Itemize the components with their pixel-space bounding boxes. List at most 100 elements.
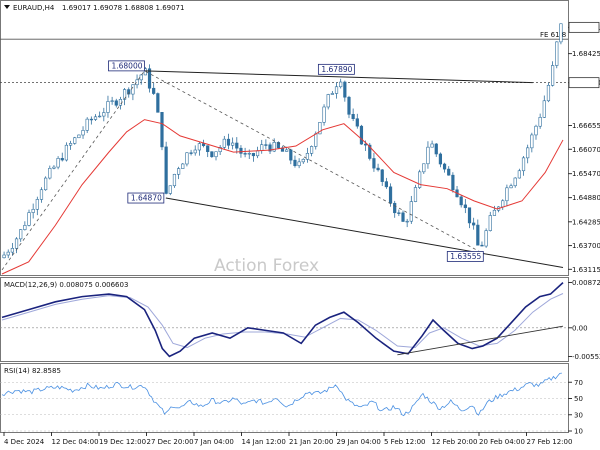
- price-tick-label: 1.66070: [572, 146, 600, 154]
- candle-body: [538, 117, 542, 127]
- candle-body: [372, 158, 376, 169]
- candle-body: [172, 173, 177, 187]
- candle-body: [505, 187, 509, 202]
- candle-body: [526, 147, 530, 159]
- candle-body: [530, 134, 534, 149]
- lower-trendline: [165, 197, 564, 268]
- macd-signal-line: [1, 293, 564, 349]
- candle-body: [463, 204, 467, 209]
- candle-body: [214, 151, 218, 158]
- candle-body: [135, 79, 139, 86]
- candle-body: [218, 147, 222, 153]
- candle-body: [442, 163, 447, 170]
- moving-average-line: [1, 119, 564, 275]
- candle-body: [467, 207, 472, 224]
- rsi-tick-label: 10: [574, 428, 583, 436]
- candle-body: [81, 130, 85, 136]
- candle-body: [314, 133, 318, 147]
- candle-body: [447, 168, 451, 176]
- candle-body: [164, 146, 168, 194]
- price-y-axis: 1.690711.684251.677101.666551.660701.654…: [568, 21, 600, 274]
- candle-body: [98, 115, 102, 118]
- candle-body: [39, 189, 44, 200]
- candle-body: [521, 157, 526, 172]
- macd-layer: 0.008722 0.00 -0.005523: [0, 279, 600, 361]
- candle-body: [251, 153, 256, 157]
- candle-body: [114, 100, 118, 106]
- price-marker-box: [568, 77, 600, 89]
- candle-body: [197, 143, 201, 151]
- symbol-dropdown-icon[interactable]: [4, 5, 10, 9]
- rsi-layer: 70 50 30 10: [0, 372, 583, 436]
- candle-body: [268, 144, 272, 152]
- candle-body: [152, 87, 156, 94]
- price-callout-label: 1.68000: [111, 61, 142, 70]
- time-tick-label: 4 Dec 2024: [4, 438, 45, 446]
- price-tick-label: 1.64285: [572, 218, 600, 226]
- candle-body: [334, 86, 339, 94]
- candle-body: [23, 225, 27, 230]
- candle-body: [127, 89, 131, 95]
- candle-body: [343, 81, 347, 98]
- candle-body: [388, 186, 393, 204]
- candle-body: [451, 174, 455, 191]
- candle-body: [347, 96, 351, 115]
- candle-body: [89, 118, 93, 121]
- candle-body: [2, 254, 6, 259]
- candle-body: [355, 118, 359, 127]
- candle-body: [364, 143, 368, 146]
- macd-tick-label: 0.008722: [572, 279, 600, 287]
- price-tick-label: 1.63115: [572, 266, 600, 274]
- candle-body: [68, 143, 73, 146]
- rsi-tick-label: 50: [574, 395, 583, 403]
- candle-body: [73, 137, 77, 144]
- candle-body: [380, 169, 384, 182]
- time-tick-label: 14 Jan 12:00: [242, 438, 286, 446]
- candle-body: [160, 112, 164, 148]
- upper-trendline: [144, 70, 533, 84]
- candle-body: [48, 167, 52, 179]
- time-x-axis: 4 Dec 2024 12 Dec 04:00 19 Dec 12:00 27 Dec…: [3, 432, 572, 446]
- candle-body: [235, 142, 239, 149]
- candle-body: [509, 185, 513, 189]
- candle-body: [401, 212, 405, 222]
- price-tick-label: 1.63700: [572, 242, 600, 250]
- candle-body: [397, 212, 401, 214]
- price-callout-box: [127, 192, 165, 204]
- candle-body: [64, 144, 69, 161]
- candle-body: [368, 144, 372, 159]
- candle-body: [285, 149, 289, 152]
- price-tick-label: 1.65470: [572, 170, 600, 178]
- candle-body: [110, 100, 114, 102]
- time-tick-label: 21 Jan 20:00: [289, 438, 333, 446]
- candle-body: [6, 251, 10, 256]
- candle-body: [52, 166, 56, 169]
- candle-body: [243, 153, 247, 155]
- ohlc-readout: 1.69017 1.69078 1.68808 1.69071: [62, 4, 184, 12]
- candle-body: [14, 238, 19, 249]
- candle-body: [559, 23, 563, 43]
- macd-line: [1, 282, 564, 358]
- candle-body: [326, 94, 330, 108]
- candle-body: [276, 142, 280, 149]
- candle-body: [339, 81, 343, 88]
- symbol-label: EURAUD,H4: [13, 4, 55, 12]
- price-tick-label: 1.66655: [572, 122, 600, 130]
- rsi-tick-label: 30: [574, 411, 583, 419]
- fe-level-label: FE 61.8: [540, 31, 566, 39]
- price-callout-label: 1.67890: [321, 65, 352, 74]
- candle-body: [393, 202, 397, 214]
- candle-body: [206, 145, 210, 152]
- candle-body: [297, 161, 301, 167]
- candle-body: [201, 143, 206, 147]
- candle-body: [60, 158, 64, 161]
- macd-label: MACD(12,26,9) 0.008075 0.006603: [4, 281, 128, 289]
- price-callout-box: [108, 60, 145, 72]
- candle-body: [102, 112, 106, 117]
- candle-body: [77, 134, 81, 139]
- candle-body: [513, 177, 517, 187]
- price-callout-label: 1.63555: [450, 252, 481, 261]
- candle-body: [492, 209, 497, 216]
- candle-body: [44, 177, 48, 191]
- candle-body: [438, 153, 443, 165]
